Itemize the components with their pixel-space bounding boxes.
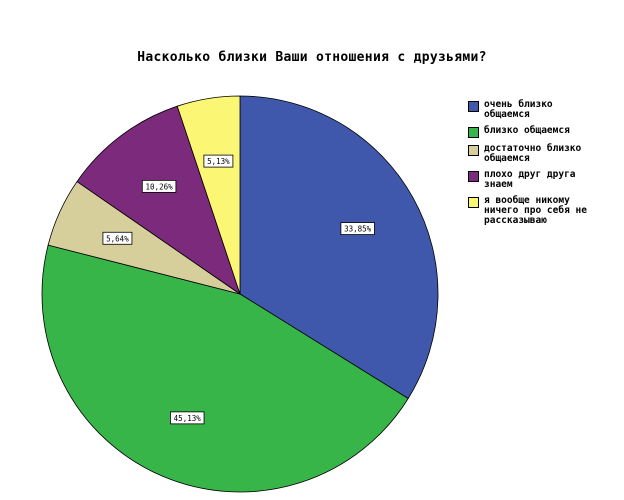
legend-swatch (468, 145, 479, 156)
slice-data-label-box (141, 179, 177, 193)
slice-data-label-box (340, 222, 375, 235)
slice-data-label-text: 45,13% (174, 414, 202, 423)
legend-swatch (468, 197, 479, 208)
legend-swatch (468, 127, 479, 138)
slice-data-label-box (170, 411, 205, 425)
slice-data-label-3: 10,26% (141, 179, 177, 193)
slice-data-label-box (102, 231, 133, 245)
slice-data-label-text: 5,13% (207, 157, 230, 166)
slice-data-label-1: 45,13% (170, 411, 205, 425)
chart-title: Насколько близки Ваши отношения с друзья… (137, 50, 487, 65)
slice-data-label-text: 33,85% (344, 225, 372, 234)
slice-data-label-box (203, 154, 234, 168)
legend-label: я вообще никому ничего про себя не расск… (484, 195, 587, 226)
slice-data-label-text: 10,26% (146, 182, 174, 191)
slice-data-label-2: 5,64% (102, 231, 133, 245)
legend-item-2: достаточно близко общаемся (468, 144, 624, 164)
legend-swatch (468, 171, 479, 182)
legend-item-0: очень близко общаемся (468, 100, 624, 120)
pie-slice-3 (76, 105, 241, 296)
legend-swatch (468, 101, 479, 112)
legend-label: достаточно близко общаемся (484, 143, 582, 164)
pie-slice-0 (239, 95, 439, 400)
pie-slice-4 (176, 95, 241, 295)
legend-item-1: близко общаемся (468, 126, 624, 138)
legend-label: близко общаемся (484, 125, 570, 136)
slice-data-label-4: 5,13% (203, 154, 234, 168)
slice-data-label-0: 33,85% (340, 222, 375, 235)
legend-item-4: я вообще никому ничего про себя не расск… (468, 196, 624, 226)
legend: очень близко общаемся близко общаемся до… (468, 100, 624, 232)
slice-data-label-text: 5,64% (106, 234, 129, 243)
legend-label: очень близко общаемся (484, 99, 553, 120)
legend-label: плохо друг друга знаем (484, 169, 576, 190)
pie-slice-1 (41, 244, 409, 493)
legend-item-3: плохо друг друга знаем (468, 170, 624, 190)
